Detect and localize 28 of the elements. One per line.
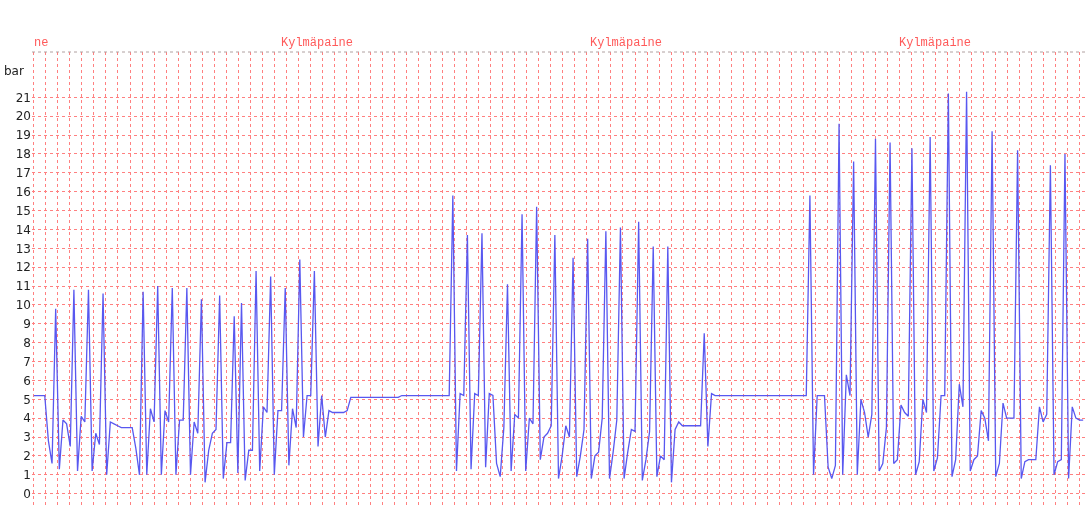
line-series <box>33 90 1084 483</box>
y-tick-label: 20 <box>15 109 31 124</box>
y-tick-label: 16 <box>15 184 31 199</box>
y-tick-label: 10 <box>15 298 31 313</box>
y-tick-label: 14 <box>15 222 31 237</box>
text: Kylmäpaine <box>899 36 972 50</box>
y-tick-label: 17 <box>15 166 31 180</box>
y-tick-label: 5 <box>23 392 31 407</box>
y-tick-label: 8 <box>23 335 31 350</box>
y-tick-label: 18 <box>15 147 31 162</box>
y-tick-label: 15 <box>15 203 31 218</box>
y-tick-label: 2 <box>23 449 31 464</box>
text: Kylmäpaine <box>590 36 663 50</box>
y-tick-label: 11 <box>15 279 31 294</box>
y-tick-label: 7 <box>23 354 31 369</box>
y-tick-label: 21 <box>15 90 31 105</box>
y-tick-label: 12 <box>15 260 31 275</box>
y-tick-label: 9 <box>23 317 31 331</box>
y-tick-label: 0 <box>23 486 31 501</box>
y-tick-label: 3 <box>23 430 31 445</box>
y-tick-label: 6 <box>23 373 31 388</box>
y-tick-label: 4 <box>23 411 31 426</box>
text: ne <box>34 36 49 50</box>
y-axis-title: bar <box>4 64 24 78</box>
text: Kylmäpaine <box>281 36 354 50</box>
y-tick-label: 19 <box>15 128 31 143</box>
y-tick-label: 1 <box>23 468 31 482</box>
y-tick-label: 13 <box>15 241 31 256</box>
